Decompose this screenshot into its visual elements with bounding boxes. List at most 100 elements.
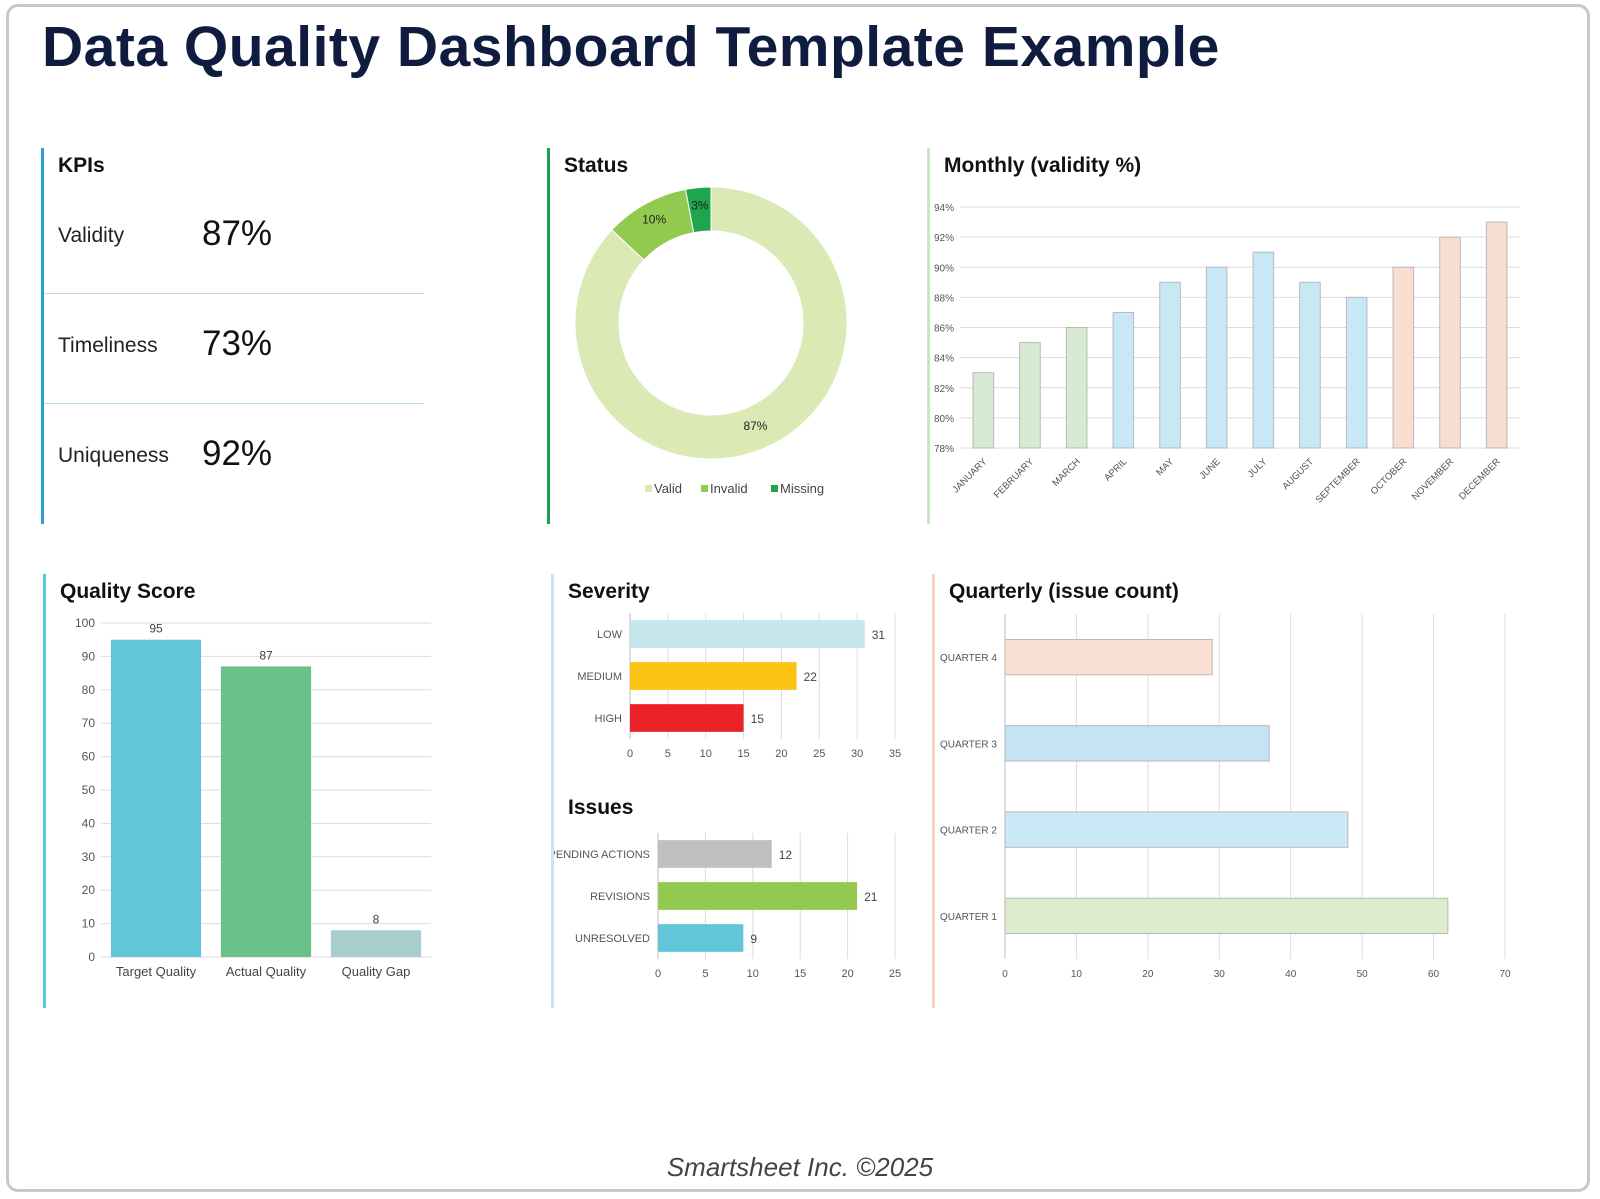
y-tick-label: 84% <box>934 354 954 365</box>
quarterly-bar-chart: 0 10 20 30 40 50 60 70 QUARTER 4 QUARTER 3 QUARTER… <box>940 614 1511 980</box>
kpi-value: 73% <box>202 324 273 363</box>
bar-high <box>630 704 744 732</box>
bar-quarter-3 <box>1004 725 1270 762</box>
y-tick-label: 30 <box>82 850 96 864</box>
kpi-panel: KPIs Validity 87% Timeliness 73% Uniquen… <box>41 148 426 524</box>
quarterly-panel-title: Quarterly (issue count) <box>949 580 1179 603</box>
x-tick-label: 5 <box>665 748 671 760</box>
bar-may <box>1159 281 1181 449</box>
y-tick-label: 0 <box>88 950 95 964</box>
x-tick-label: JUNE <box>1197 456 1222 481</box>
x-tick-label: NOVEMBER <box>1410 456 1456 502</box>
donut-slice-valid <box>574 186 848 460</box>
x-tick-label: 25 <box>889 968 901 980</box>
y-tick-label: QUARTER 1 <box>940 912 997 923</box>
bar-low <box>630 620 865 648</box>
kpi-panel-title: KPIs <box>58 154 105 177</box>
footer-copyright: Smartsheet Inc. ©2025 <box>666 1152 934 1182</box>
kpi-uniqueness: Uniqueness 92% <box>44 404 424 516</box>
x-tick-label: AUGUST <box>1280 456 1316 492</box>
x-tick-label: 25 <box>813 748 825 760</box>
severity-bar-chart: 0 5 10 15 20 25 30 35 LOW 31 MEDIUM 22 HIGH 15 0 5 10 15 2… <box>554 613 901 980</box>
monthly-bar-chart: 78% 80% 82% 84% 86% 88% 90% 92% 94% JANUARY FEBRUA… <box>934 203 1520 506</box>
legend-swatch <box>701 485 708 492</box>
legend-label: Missing <box>780 481 824 496</box>
kpi-validity: Validity 87% <box>44 184 424 296</box>
x-tick-label: 0 <box>627 748 633 760</box>
y-tick-label: 90% <box>934 263 954 274</box>
y-tick-label: 80% <box>934 414 954 425</box>
x-tick-label: 10 <box>700 748 712 760</box>
x-tick-label: JULY <box>1246 456 1270 480</box>
x-tick-label: 50 <box>1357 969 1369 980</box>
legend-swatch <box>645 485 652 492</box>
bar-data-label: 87 <box>259 648 273 662</box>
bar-target-quality <box>110 639 202 957</box>
y-tick-label: 78% <box>934 444 954 455</box>
monthly-panel-title: Monthly (validity %) <box>944 154 1142 177</box>
bar-august <box>1299 281 1321 449</box>
y-tick-label: 20 <box>82 883 96 897</box>
x-tick-label: 10 <box>1071 969 1083 980</box>
legend-label: Invalid <box>710 481 748 496</box>
kpi-label: Uniqueness <box>58 444 169 467</box>
bar-quarter-2 <box>1004 811 1349 848</box>
bar-revisions <box>658 882 858 910</box>
quality-score-chart: 0 10 20 30 40 50 60 70 80 90 100 95 Target Quality 87… <box>75 616 431 979</box>
bar-unresolved <box>658 924 744 952</box>
x-tick-label: APRIL <box>1102 456 1129 483</box>
bar-quarter-4 <box>1004 638 1213 676</box>
bar-april <box>1112 311 1135 449</box>
severity-issues-panel: Severity Issues 0 5 10 15 20 25 30 35 LOW 31 MEDIU… <box>551 574 923 1008</box>
bar-january <box>972 372 995 449</box>
issues-panel-title: Issues <box>568 796 634 819</box>
x-tick-label: 40 <box>1285 969 1297 980</box>
bar-data-label: 8 <box>373 912 380 926</box>
y-tick-label: 82% <box>934 384 954 395</box>
x-tick-label: Target Quality <box>116 964 197 979</box>
bar-november <box>1439 236 1461 449</box>
kpi-timeliness: Timeliness 73% <box>44 294 424 406</box>
x-tick-label: OCTOBER <box>1369 456 1410 497</box>
y-tick-label: 90 <box>82 649 96 663</box>
quality-panel-title: Quality Score <box>60 580 196 603</box>
y-tick-label: 40 <box>82 816 96 830</box>
monthly-panel: Monthly (validity %) 78% 80% 82% 84% 86% 88% 9… <box>927 148 1547 524</box>
x-tick-label: FEBRUARY <box>992 456 1037 501</box>
kpi-label: Validity <box>58 224 125 247</box>
bar-july <box>1252 251 1275 449</box>
y-tick-label: 100 <box>75 616 95 630</box>
x-tick-label: 15 <box>794 968 806 980</box>
y-tick-label: QUARTER 2 <box>940 826 997 837</box>
status-donut-chart: 87% 10% 3% Valid Invalid Missing <box>574 186 848 496</box>
bar-medium <box>630 662 797 690</box>
status-panel: Status 87% 10% 3% Valid Invalid Missing <box>547 148 907 524</box>
y-tick-label: PENDING ACTIONS <box>554 849 650 861</box>
bar-data-label: 22 <box>804 670 818 684</box>
x-tick-label: 10 <box>747 968 759 980</box>
bar-june <box>1205 266 1228 449</box>
kpi-value: 92% <box>202 434 273 473</box>
y-tick-label: 94% <box>934 203 954 214</box>
bar-data-label: 21 <box>864 890 878 904</box>
bar-data-label: 95 <box>149 622 163 636</box>
donut-data-label: 87% <box>743 419 767 433</box>
x-tick-label: 35 <box>889 748 901 760</box>
y-tick-label: REVISIONS <box>590 891 650 903</box>
y-tick-label: 50 <box>82 783 96 797</box>
bar-quality-gap <box>330 930 422 957</box>
kpi-divider <box>44 403 424 404</box>
x-tick-label: 0 <box>655 968 661 980</box>
x-tick-label: JANUARY <box>950 456 989 495</box>
bar-data-label: 9 <box>750 932 757 946</box>
bar-march <box>1065 327 1088 449</box>
x-tick-label: Actual Quality <box>226 964 307 979</box>
y-tick-label: QUARTER 4 <box>940 653 997 664</box>
x-tick-label: 20 <box>841 968 853 980</box>
bar-pending-actions <box>658 840 772 868</box>
severity-panel-title: Severity <box>568 580 650 603</box>
kpi-value: 87% <box>202 214 273 253</box>
y-tick-label: 60 <box>82 750 96 764</box>
x-tick-label: 20 <box>1142 969 1154 980</box>
page-title: Data Quality Dashboard Template Example <box>42 15 1220 79</box>
